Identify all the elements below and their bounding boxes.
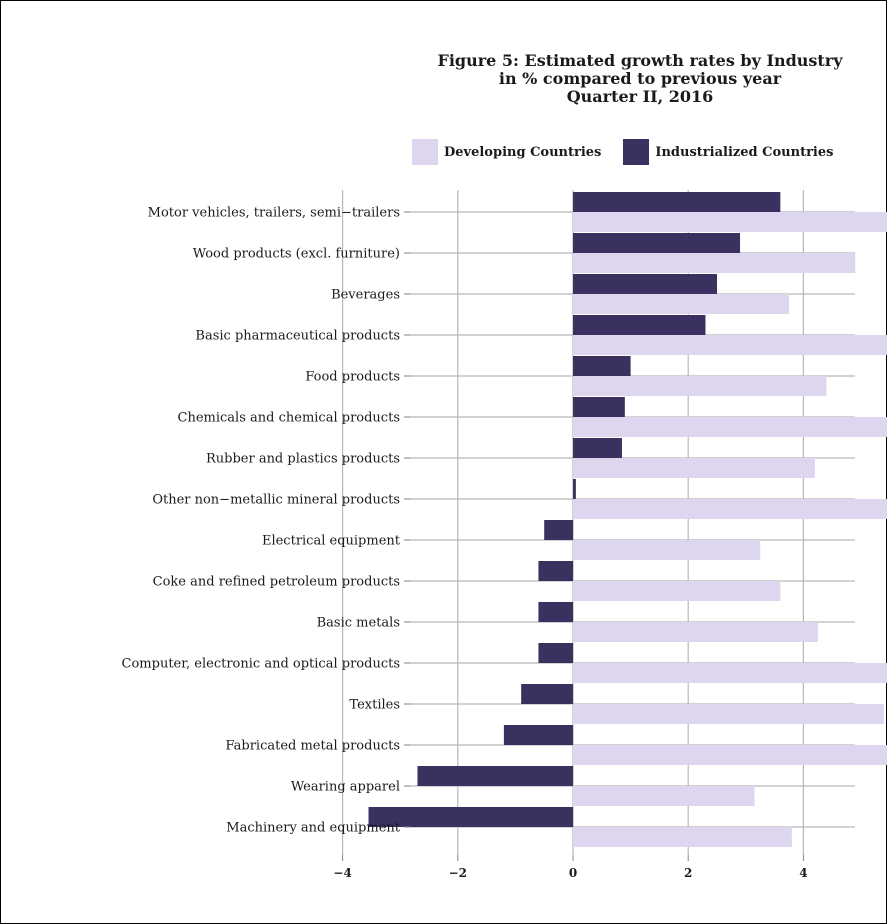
bar-industrialized xyxy=(573,479,576,499)
bar-industrialized xyxy=(521,684,573,704)
bar-developing xyxy=(573,827,792,847)
y-tick-label: Beverages xyxy=(331,288,400,303)
legend-item-developing: Developing Countries xyxy=(412,139,601,165)
y-tick-label: Wood products (excl. furniture) xyxy=(193,247,400,262)
legend-swatch-developing xyxy=(412,139,438,165)
bar-developing xyxy=(573,663,887,683)
bar-developing xyxy=(573,417,887,437)
x-tick-label: 0 xyxy=(569,866,577,880)
bar-developing xyxy=(573,581,781,601)
bar-developing xyxy=(573,540,761,560)
bar-industrialized xyxy=(538,643,573,663)
y-tick-label: Other non−metallic mineral products xyxy=(152,493,400,508)
bar-industrialized xyxy=(544,520,573,540)
bar-industrialized xyxy=(538,602,573,622)
bar-industrialized xyxy=(573,315,706,335)
bar-industrialized xyxy=(573,397,625,417)
y-tick-label: Textiles xyxy=(349,698,400,713)
y-tick-label: Computer, electronic and optical product… xyxy=(122,657,400,672)
bar-developing xyxy=(573,376,827,396)
y-tick-label: Wearing apparel xyxy=(291,780,400,795)
bar-developing xyxy=(573,499,887,519)
y-tick-label: Basic metals xyxy=(317,616,400,631)
bar-developing xyxy=(573,622,818,642)
bar-developing xyxy=(573,212,887,232)
bar-developing xyxy=(573,335,887,355)
y-tick-label: Food products xyxy=(305,370,400,385)
bar-developing xyxy=(573,458,815,478)
legend-item-industrialized: Industrialized Countries xyxy=(623,139,833,165)
legend-label-industrialized: Industrialized Countries xyxy=(655,144,834,160)
y-tick-label: Chemicals and chemical products xyxy=(178,411,400,426)
chart-legend: Developing Countries Industrialized Coun… xyxy=(412,138,855,166)
legend-label-developing: Developing Countries xyxy=(444,144,602,160)
y-tick-label: Fabricated metal products xyxy=(225,739,400,754)
y-tick-label: Basic pharmaceutical products xyxy=(195,329,400,344)
x-tick-label: 4 xyxy=(799,866,807,880)
bar-industrialized xyxy=(573,233,741,253)
bar-industrialized xyxy=(573,274,717,294)
bar-industrialized xyxy=(573,356,631,376)
bar-developing xyxy=(573,745,887,765)
y-tick-label: Electrical equipment xyxy=(262,534,401,549)
y-tick-label: Rubber and plastics products xyxy=(206,452,400,467)
bar-industrialized xyxy=(417,766,573,786)
bar-developing xyxy=(573,704,885,724)
bar-developing xyxy=(573,253,856,273)
bar-developing xyxy=(573,786,755,806)
x-tick-label: −2 xyxy=(449,866,467,880)
y-tick-label: Coke and refined petroleum products xyxy=(153,575,400,590)
y-tick-label: Machinery and equipment xyxy=(226,821,400,836)
legend-swatch-industrialized xyxy=(623,139,650,165)
bar-industrialized xyxy=(573,192,781,212)
bar-industrialized xyxy=(368,807,573,827)
bar-developing xyxy=(573,294,789,314)
x-tick-label: 2 xyxy=(684,866,692,880)
x-tick-label: −4 xyxy=(333,866,351,880)
bar-industrialized xyxy=(538,561,573,581)
bar-industrialized xyxy=(573,438,622,458)
chart-title: Figure 5: Estimated growth rates by Indu… xyxy=(437,51,843,106)
y-tick-label: Motor vehicles, trailers, semi−trailers xyxy=(148,206,400,221)
bar-industrialized xyxy=(503,725,573,745)
